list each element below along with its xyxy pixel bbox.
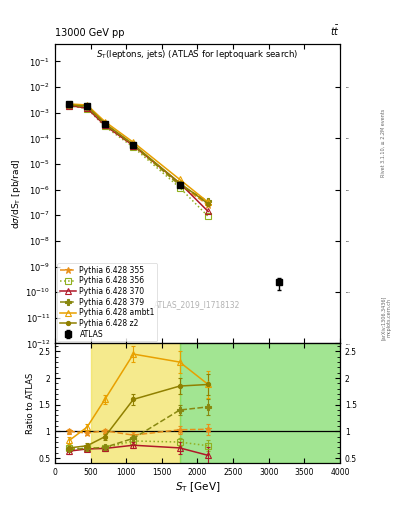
Pythia 6.428 ambt1	[177, 176, 182, 182]
Pythia 6.428 355	[85, 103, 90, 110]
Pythia 6.428 370	[67, 102, 72, 109]
Legend: Pythia 6.428 355, Pythia 6.428 356, Pythia 6.428 370, Pythia 6.428 379, Pythia 6: Pythia 6.428 355, Pythia 6.428 356, Pyth…	[57, 264, 157, 341]
Pythia 6.428 370	[206, 208, 211, 215]
Pythia 6.428 355	[67, 102, 72, 108]
Text: $t\bar{t}$: $t\bar{t}$	[330, 25, 340, 38]
Pythia 6.428 356	[67, 103, 72, 109]
Pythia 6.428 ambt1	[206, 199, 211, 205]
Pythia 6.428 379	[67, 102, 72, 108]
Line: Pythia 6.428 370: Pythia 6.428 370	[66, 103, 211, 214]
Pythia 6.428 356	[85, 105, 90, 112]
X-axis label: $S_\mathrm{T}$ [GeV]: $S_\mathrm{T}$ [GeV]	[175, 480, 220, 494]
Pythia 6.428 z2	[67, 102, 72, 108]
Pythia 6.428 370	[85, 105, 90, 111]
Text: Rivet 3.1.10, ≥ 2.2M events: Rivet 3.1.10, ≥ 2.2M events	[381, 109, 386, 178]
Pythia 6.428 z2	[85, 103, 90, 109]
Y-axis label: d$\sigma$/dS$_\mathrm{T}$ [pb/rad]: d$\sigma$/dS$_\mathrm{T}$ [pb/rad]	[10, 158, 23, 229]
Pythia 6.428 355	[103, 121, 107, 127]
Y-axis label: Ratio to ATLAS: Ratio to ATLAS	[26, 373, 35, 434]
Line: Pythia 6.428 355: Pythia 6.428 355	[66, 101, 212, 208]
Pythia 6.428 370	[177, 180, 182, 186]
Pythia 6.428 z2	[177, 180, 182, 186]
Line: Pythia 6.428 ambt1: Pythia 6.428 ambt1	[66, 100, 212, 206]
Pythia 6.428 356	[177, 184, 182, 190]
Text: [arXiv:1306.3436]: [arXiv:1306.3436]	[381, 295, 386, 339]
Line: Pythia 6.428 z2: Pythia 6.428 z2	[67, 103, 210, 206]
Pythia 6.428 370	[131, 142, 136, 148]
Pythia 6.428 ambt1	[85, 102, 90, 108]
Pythia 6.428 379	[131, 142, 136, 148]
Pythia 6.428 ambt1	[131, 139, 136, 145]
Pythia 6.428 355	[131, 143, 136, 149]
Pythia 6.428 ambt1	[103, 118, 107, 124]
Pythia 6.428 ambt1	[67, 101, 72, 107]
Pythia 6.428 z2	[103, 120, 107, 126]
Pythia 6.428 355	[206, 202, 211, 208]
Pythia 6.428 356	[206, 214, 211, 220]
Line: Pythia 6.428 356: Pythia 6.428 356	[66, 103, 211, 219]
Pythia 6.428 370	[103, 122, 107, 129]
Text: mcplots.cern.ch: mcplots.cern.ch	[387, 298, 391, 337]
Pythia 6.428 379	[85, 104, 90, 110]
Pythia 6.428 355	[177, 182, 182, 188]
Line: Pythia 6.428 379: Pythia 6.428 379	[66, 102, 211, 204]
Pythia 6.428 z2	[131, 141, 136, 147]
Pythia 6.428 379	[206, 198, 211, 204]
Pythia 6.428 379	[103, 121, 107, 127]
Pythia 6.428 356	[131, 144, 136, 151]
Pythia 6.428 379	[177, 182, 182, 188]
Pythia 6.428 z2	[206, 201, 211, 207]
Text: $S_\mathrm{T}$(leptons, jets) (ATLAS for leptoquark search): $S_\mathrm{T}$(leptons, jets) (ATLAS for…	[96, 48, 299, 61]
Text: ATLAS_2019_I1718132: ATLAS_2019_I1718132	[154, 300, 241, 309]
Pythia 6.428 356	[103, 123, 107, 130]
Text: 13000 GeV pp: 13000 GeV pp	[55, 28, 125, 38]
